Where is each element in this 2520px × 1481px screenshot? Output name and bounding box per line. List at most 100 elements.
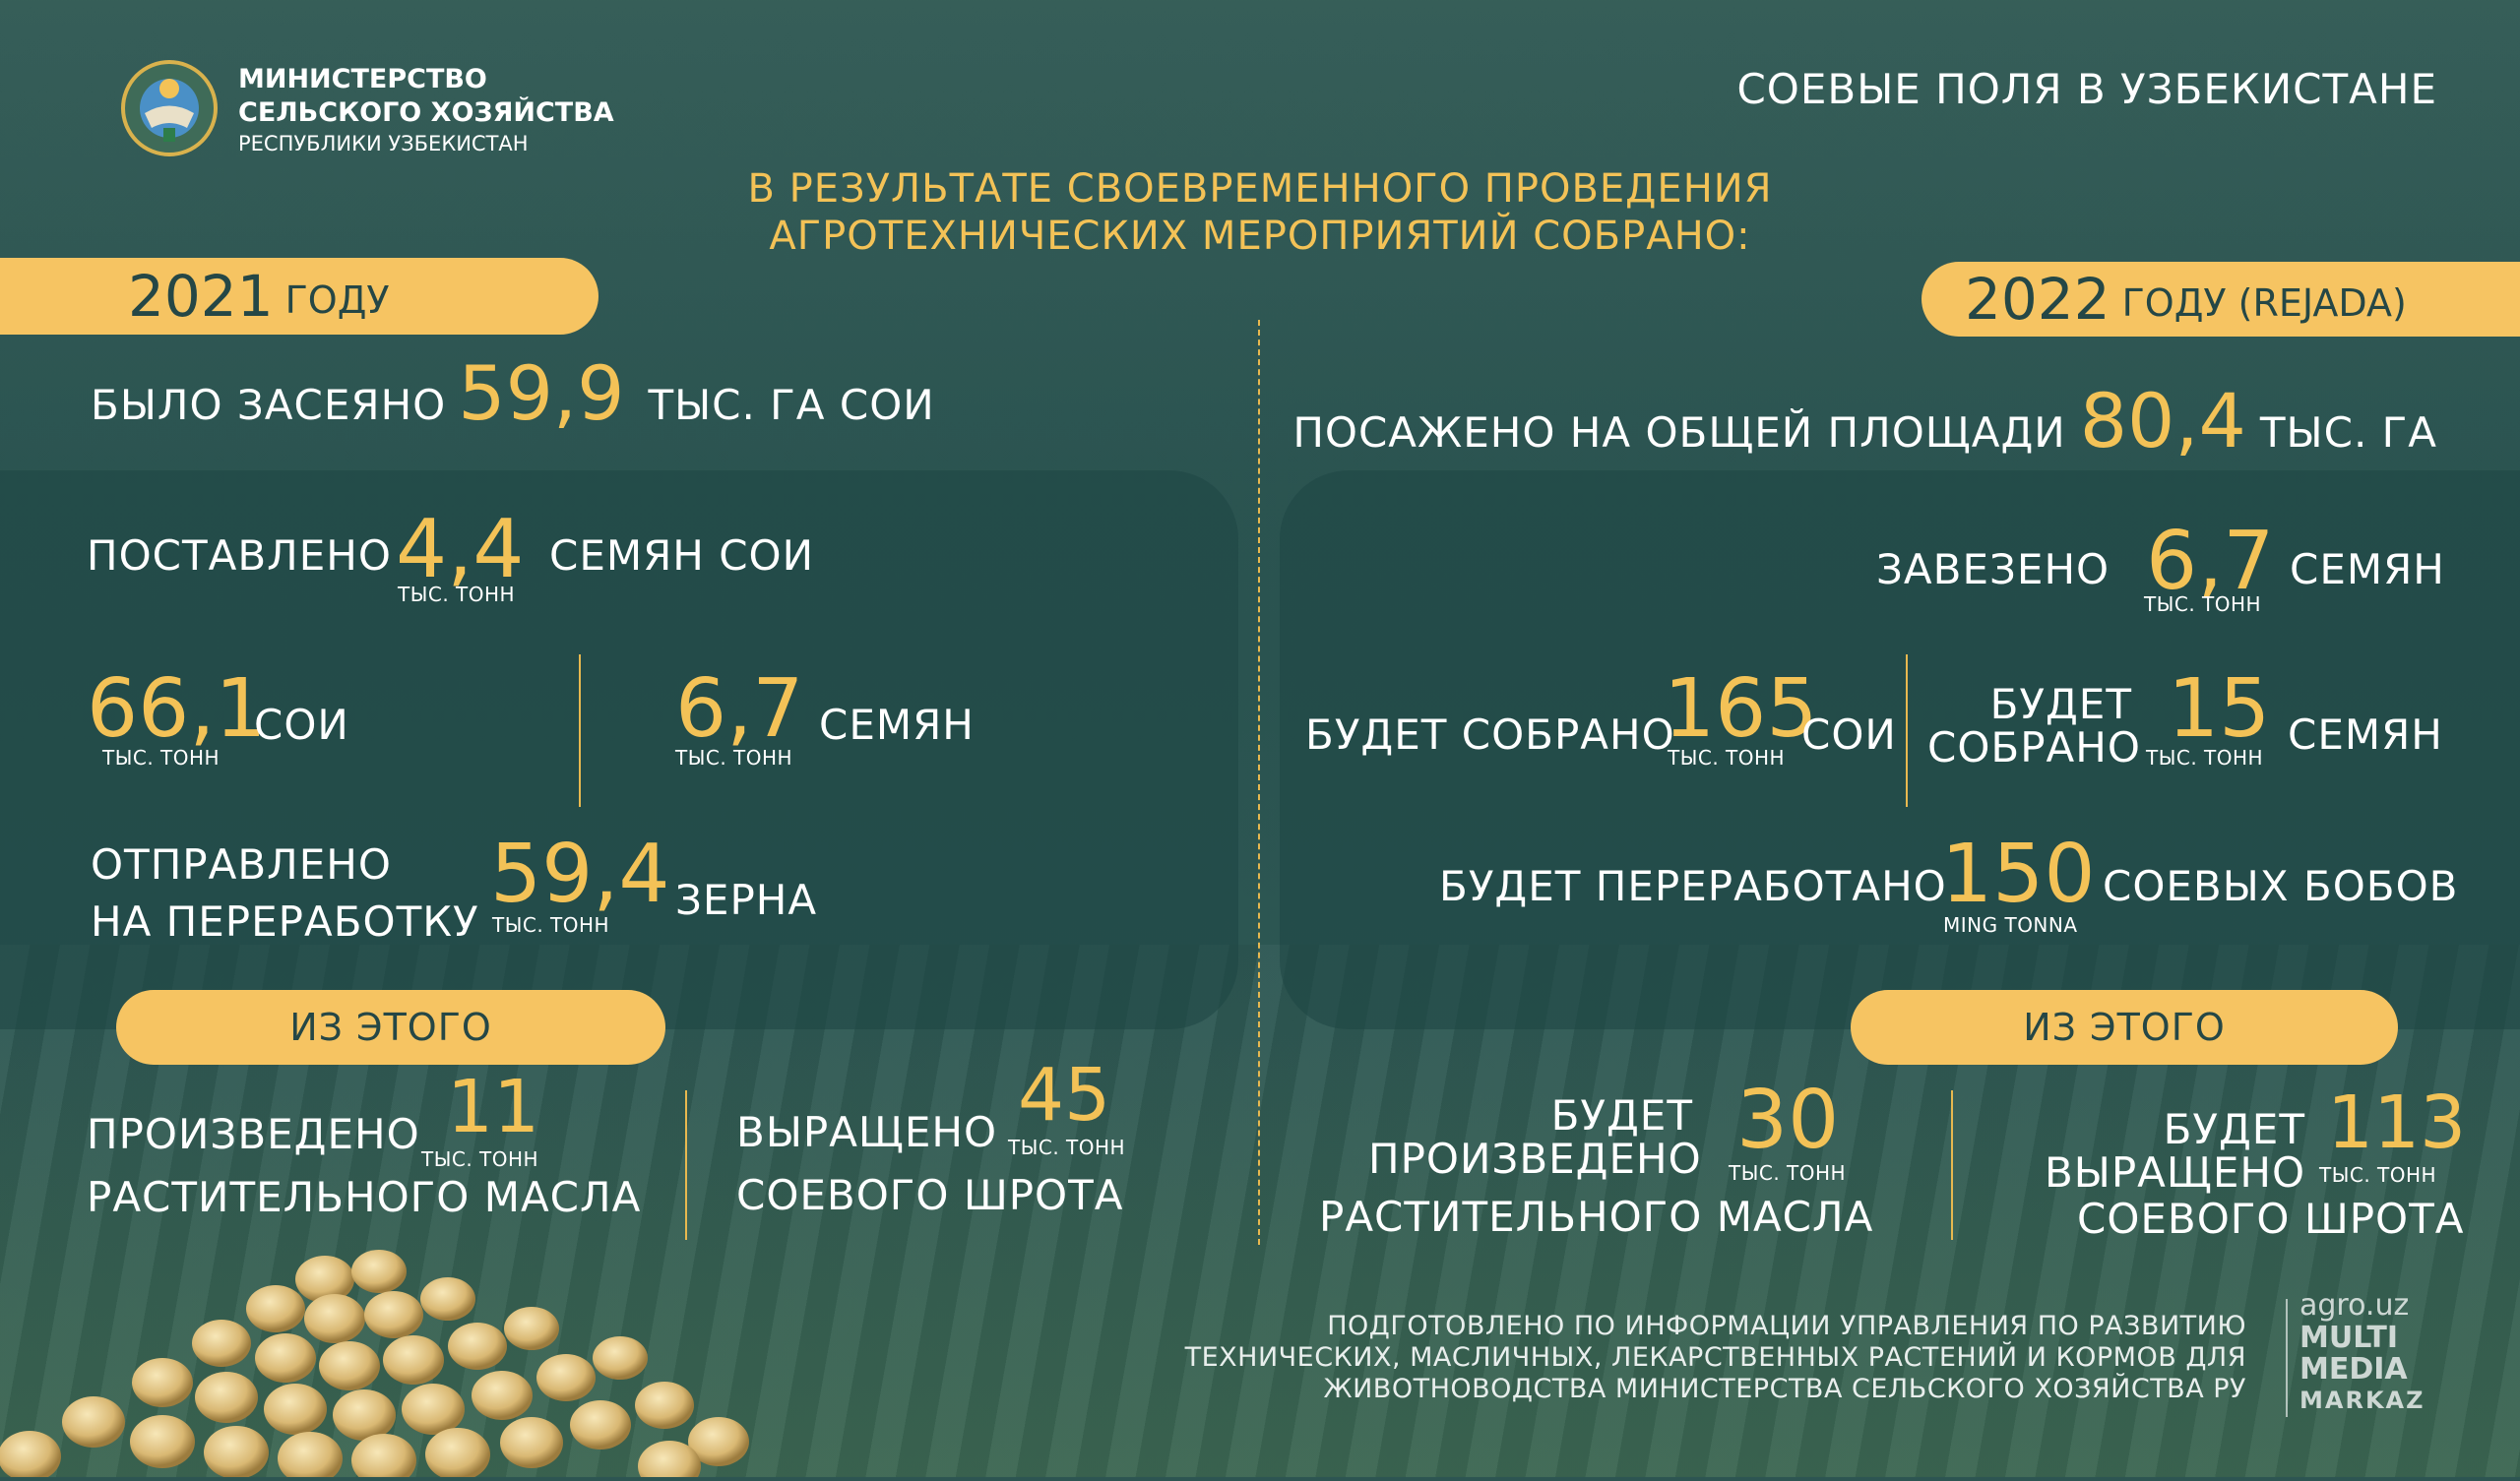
process-suffix: СОЕВЫХ БОБОВ (2103, 862, 2459, 910)
left-sown-row: БЫЛО ЗАСЕЯНО 59,9 ТЫС. ГА СОИ (91, 356, 935, 431)
sent-label: ОТПРАВЛЕНО НА ПЕРЕРАБОТКУ (91, 836, 479, 951)
r-meal-suffix: СОЕВОГО ШРОТА (2077, 1195, 2465, 1243)
harvest-label: БУДЕТ СОБРАНО (1305, 710, 1675, 759)
brand-line-4: MARKAZ (2300, 1387, 2426, 1414)
source-line-2: ТЕХНИЧЕСКИХ, МАСЛИЧНЫХ, ЛЕКАРСТВЕННЫХ РА… (1184, 1342, 2246, 1373)
harvest-value: 165 (1664, 662, 1818, 756)
right-planted-row: ПОСАЖЕНО НА ОБЩЕЙ ПЛОЩАДИ 80,4 ТЫС. ГА (1292, 384, 2437, 459)
r-meal-line-2: ВЫРАЩЕНО (2044, 1148, 2305, 1197)
seeds-label: СЕМЯН (819, 701, 975, 749)
left-of-this-label: ИЗ ЭТОГО (289, 1006, 492, 1049)
imported-value: 6,7 (2146, 515, 2275, 608)
ministry-name: МИНИСТЕРСТВО СЕЛЬСКОГО ХОЗЯЙСТВА РЕСПУБЛ… (238, 63, 614, 157)
sent-suffix: ЗЕРНА (675, 876, 818, 924)
r-oil-value: 30 (1736, 1074, 1840, 1167)
meal-label: ВЫРАЩЕНО (736, 1108, 998, 1156)
meal-suffix: СОЕВОГО ШРОТА (736, 1171, 1124, 1219)
process-value: 150 (1941, 828, 2096, 921)
harvest-unit: ТЫС. ТОНН (1668, 746, 1786, 770)
left-panel (0, 470, 1238, 1029)
source-line-3: ЖИВОТНОВОДСТВА МИНИСТЕРСТВА СЕЛЬСКОГО ХО… (1323, 1374, 2246, 1404)
center-divider (1258, 320, 1260, 1245)
sent-line-1: ОТПРАВЛЕНО (91, 840, 392, 889)
left-of-this-pill: ИЗ ЭТОГО (116, 990, 665, 1065)
right-bottom-divider (1951, 1090, 1953, 1240)
supplied-suffix: СЕМЯН СОИ (549, 531, 815, 580)
year-2021: 2021 (128, 263, 274, 330)
oil-unit: ТЫС. ТОНН (421, 1147, 539, 1171)
brand-line-2: MULTI (2300, 1321, 2398, 1355)
oil-label: ПРОИЗВЕДЕНО (87, 1110, 420, 1158)
background-sky (0, 0, 2520, 472)
sown-value: 59,9 (458, 349, 625, 437)
supplied-unit: ТЫС. ТОНН (398, 583, 516, 606)
sent-unit: ТЫС. ТОНН (492, 913, 610, 937)
r-oil-line-2: ПРОИЗВЕДЕНО (1368, 1135, 1702, 1183)
right-of-this-pill: ИЗ ЭТОГО (1851, 990, 2398, 1065)
meal-unit: ТЫС. ТОНН (1008, 1136, 1126, 1159)
ministry-emblem (120, 59, 219, 157)
r-meal-label: БУДЕТ ВЫРАЩЕНО (2028, 1108, 2305, 1195)
right-mid-divider (1906, 654, 1908, 807)
year-2022-pill: 2022 ГОДУ (REJADA) (1922, 262, 2520, 337)
r-oil-suffix: РАСТИТЕЛЬНОГО МАСЛА (1319, 1193, 1874, 1241)
brand-line-1: agro.uz (2300, 1288, 2410, 1323)
supplied-value: 4,4 (396, 503, 525, 596)
sown-label: БЫЛО ЗАСЕЯНО (91, 381, 447, 429)
harvest2-line-2: СОБРАНО (1927, 723, 2141, 771)
subtitle-line-1: В РЕЗУЛЬТАТЕ СВОЕВРЕМЕННОГО ПРОВЕДЕНИЯ (747, 166, 1773, 212)
ministry-line-1: МИНИСТЕРСТВО (238, 64, 487, 94)
supplied-label: ПОСТАВЛЕНО (87, 531, 392, 580)
r-oil-label: БУДЕТ ПРОИЗВЕДЕНО (1368, 1091, 1702, 1183)
page-subtitle: В РЕЗУЛЬТАТЕ СВОЕВРЕМЕННОГО ПРОВЕДЕНИЯ А… (0, 165, 2520, 260)
imported-label: ЗАВЕЗЕНО (1876, 545, 2110, 593)
sown-unit: ТЫС. ГА СОИ (648, 381, 935, 429)
oil-suffix: РАСТИТЕЛЬНОГО МАСЛА (87, 1173, 642, 1221)
ministry-line-2: СЕЛЬСКОГО ХОЗЯЙСТВА (238, 97, 614, 128)
page-title: СОЕВЫЕ ПОЛЯ В УЗБЕКИСТАНЕ (1736, 65, 2437, 113)
ministry-line-3: РЕСПУБЛИКИ УЗБЕКИСТАН (238, 132, 529, 155)
harvest2-unit: ТЫС. ТОНН (2146, 746, 2264, 770)
meal-value: 45 (1018, 1053, 1111, 1138)
harvest-suffix: СОИ (1801, 710, 1897, 759)
seeds-unit: ТЫС. ТОНН (675, 746, 793, 770)
imported-suffix: СЕМЯН (2290, 545, 2445, 593)
seeds-value: 6,7 (675, 662, 804, 756)
harvest2-line-1: БУДЕТ (1989, 680, 2132, 728)
soy-unit: ТЫС. ТОНН (102, 746, 220, 770)
planted-label: ПОСАЖЕНО НА ОБЩЕЙ ПЛОЩАДИ (1292, 408, 2066, 457)
right-of-this-label: ИЗ ЭТОГО (2023, 1006, 2226, 1049)
year-2022-suffix: ГОДУ (REJADA) (2121, 281, 2407, 325)
left-mid-divider (579, 654, 581, 807)
oil-value: 11 (447, 1065, 540, 1149)
r-meal-line-1: БУДЕТ (2163, 1105, 2305, 1153)
right-panel (1280, 470, 2520, 1029)
r-meal-unit: ТЫС. ТОНН (2319, 1163, 2437, 1187)
year-2022: 2022 (1965, 266, 2110, 333)
subtitle-line-2: АГРОТЕХНИЧЕСКИХ МЕРОПРИЯТИЙ СОБРАНО: (769, 214, 1751, 259)
brand-logo: agro.uz MULTI MEDIA MARKAZ (2300, 1289, 2426, 1415)
source-line-1: ПОДГОТОВЛЕНО ПО ИНФОРМАЦИИ УПРАВЛЕНИЯ ПО… (1327, 1311, 2246, 1341)
soy-label: СОИ (254, 701, 349, 749)
sent-line-2: НА ПЕРЕРАБОТКУ (91, 897, 479, 946)
r-oil-line-1: БУДЕТ (1550, 1091, 1693, 1140)
imported-unit: ТЫС. ТОНН (2144, 592, 2262, 616)
brand-divider (2286, 1299, 2288, 1417)
process-unit: MING TONNA (1943, 913, 2078, 937)
planted-unit: ТЫС. ГА (2259, 408, 2437, 457)
harvest2-value: 15 (2168, 662, 2271, 756)
sent-value: 59,4 (490, 828, 670, 921)
soy-value: 66,1 (87, 662, 267, 756)
process-label: БУДЕТ ПЕРЕРАБОТАНО (1439, 862, 1947, 910)
brand-line-3: MEDIA (2300, 1352, 2408, 1387)
harvest2-label: БУДЕТ СОБРАНО (1927, 680, 2141, 771)
soybeans-image (0, 1220, 807, 1481)
r-meal-value: 113 (2327, 1080, 2467, 1165)
source-note: ПОДГОТОВЛЕНО ПО ИНФОРМАЦИИ УПРАВЛЕНИЯ ПО… (1185, 1311, 2246, 1405)
planted-value: 80,4 (2079, 377, 2246, 464)
harvest2-suffix: СЕМЯН (2288, 710, 2443, 759)
r-oil-unit: ТЫС. ТОНН (1729, 1161, 1847, 1185)
year-2021-suffix: ГОДУ (284, 278, 390, 322)
year-2021-pill: 2021 ГОДУ (0, 258, 598, 335)
left-bottom-divider (685, 1090, 687, 1240)
